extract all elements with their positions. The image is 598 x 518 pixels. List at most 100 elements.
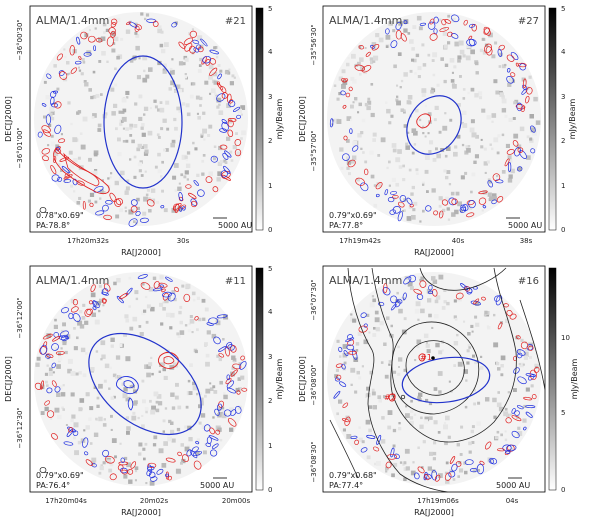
noise-pixel xyxy=(462,97,466,100)
noise-pixel xyxy=(466,148,471,153)
noise-pixel xyxy=(465,145,470,150)
contour-speck xyxy=(188,192,197,199)
noise-pixel xyxy=(109,462,114,467)
noise-pixel xyxy=(358,426,361,429)
noise-pixel xyxy=(435,147,438,151)
noise-pixel xyxy=(218,103,221,106)
noise-pixel xyxy=(398,366,400,368)
noise-pixel xyxy=(412,208,416,212)
noise-pixel xyxy=(390,397,396,402)
noise-pixel xyxy=(138,452,142,456)
noise-pixel xyxy=(91,457,97,463)
panel-21: ALMA/1.4mm #21 0.78"x0.69" PA:78.8° 5000… xyxy=(4,5,284,257)
contour-speck xyxy=(216,93,226,102)
noise-pixel xyxy=(196,328,199,332)
noise-pixel xyxy=(385,45,389,48)
noise-pixel xyxy=(56,392,61,397)
noise-pixel xyxy=(369,150,374,155)
noise-pixel xyxy=(432,52,438,58)
contour-speck xyxy=(195,441,200,445)
noise-pixel xyxy=(497,134,501,138)
contour-speck xyxy=(497,48,503,57)
noise-pixel xyxy=(147,197,151,201)
contour-speck xyxy=(63,179,72,183)
contour-speck xyxy=(197,189,205,197)
noise-pixel xyxy=(177,186,182,191)
contour-speck xyxy=(510,51,519,61)
contour-speck xyxy=(424,473,432,480)
noise-pixel xyxy=(118,110,122,114)
contour-speck xyxy=(54,386,61,393)
noise-pixel xyxy=(342,428,346,432)
noise-pixel xyxy=(138,116,143,121)
noise-pixel xyxy=(496,151,500,155)
noise-pixel xyxy=(504,63,507,67)
noise-pixel xyxy=(98,416,103,422)
contour-speck xyxy=(511,430,520,439)
noise-pixel xyxy=(162,301,165,304)
noise-pixel xyxy=(132,411,136,415)
noise-pixel xyxy=(204,342,208,346)
noise-pixel xyxy=(213,46,217,50)
contour-speck xyxy=(161,288,166,293)
noise-pixel xyxy=(470,190,473,194)
contour-speck xyxy=(228,100,236,108)
noise-pixel xyxy=(134,470,138,473)
noise-pixel xyxy=(412,461,415,464)
noise-pixel xyxy=(365,419,371,425)
noise-pixel xyxy=(398,165,403,169)
noise-pixel xyxy=(181,102,186,106)
noise-pixel xyxy=(489,143,492,146)
noise-pixel xyxy=(166,312,171,318)
noise-pixel xyxy=(67,368,72,374)
noise-pixel xyxy=(378,37,384,43)
y-tick-label: −36°12'00" xyxy=(16,297,24,338)
noise-pixel xyxy=(438,390,442,394)
noise-pixel xyxy=(215,56,219,59)
noise-pixel xyxy=(388,121,392,125)
noise-pixel xyxy=(183,175,187,179)
noise-pixel xyxy=(338,399,343,404)
noise-pixel xyxy=(526,135,530,139)
scalebar-label: 5000 AU xyxy=(508,221,542,230)
colorbar-tick-label: 0 xyxy=(268,226,272,234)
noise-pixel xyxy=(199,96,203,101)
noise-pixel xyxy=(186,444,191,448)
noise-pixel xyxy=(468,450,472,454)
beam-ellipse xyxy=(39,467,47,473)
noise-pixel xyxy=(393,370,397,374)
noise-pixel xyxy=(219,69,223,73)
contour-speck xyxy=(111,18,118,25)
noise-pixel xyxy=(113,395,116,399)
noise-pixel xyxy=(189,363,193,367)
noise-pixel xyxy=(463,320,466,323)
noise-pixel xyxy=(413,413,417,416)
noise-pixel xyxy=(110,344,114,348)
noise-pixel xyxy=(454,145,458,149)
noise-pixel xyxy=(164,407,168,410)
noise-pixel xyxy=(214,92,217,96)
noise-pixel xyxy=(235,387,240,392)
noise-pixel xyxy=(438,204,442,208)
noise-pixel xyxy=(388,360,392,363)
contour-speck xyxy=(205,59,211,66)
noise-pixel xyxy=(362,151,365,154)
noise-pixel xyxy=(181,458,186,464)
noise-pixel xyxy=(396,95,399,98)
noise-pixel xyxy=(170,142,175,148)
noise-pixel xyxy=(517,349,521,353)
noise-pixel xyxy=(215,320,221,326)
contour-speck xyxy=(431,469,438,481)
contour-speck xyxy=(167,475,173,481)
noise-pixel xyxy=(383,395,387,399)
noise-pixel xyxy=(505,143,510,148)
noise-pixel xyxy=(396,100,401,106)
noise-pixel xyxy=(206,330,211,335)
noise-pixel xyxy=(474,315,478,319)
noise-pixel xyxy=(75,372,79,376)
noise-pixel xyxy=(375,33,380,38)
contour-speck xyxy=(65,335,69,340)
noise-pixel xyxy=(207,134,211,137)
noise-pixel xyxy=(462,110,467,115)
noise-pixel xyxy=(417,75,421,79)
